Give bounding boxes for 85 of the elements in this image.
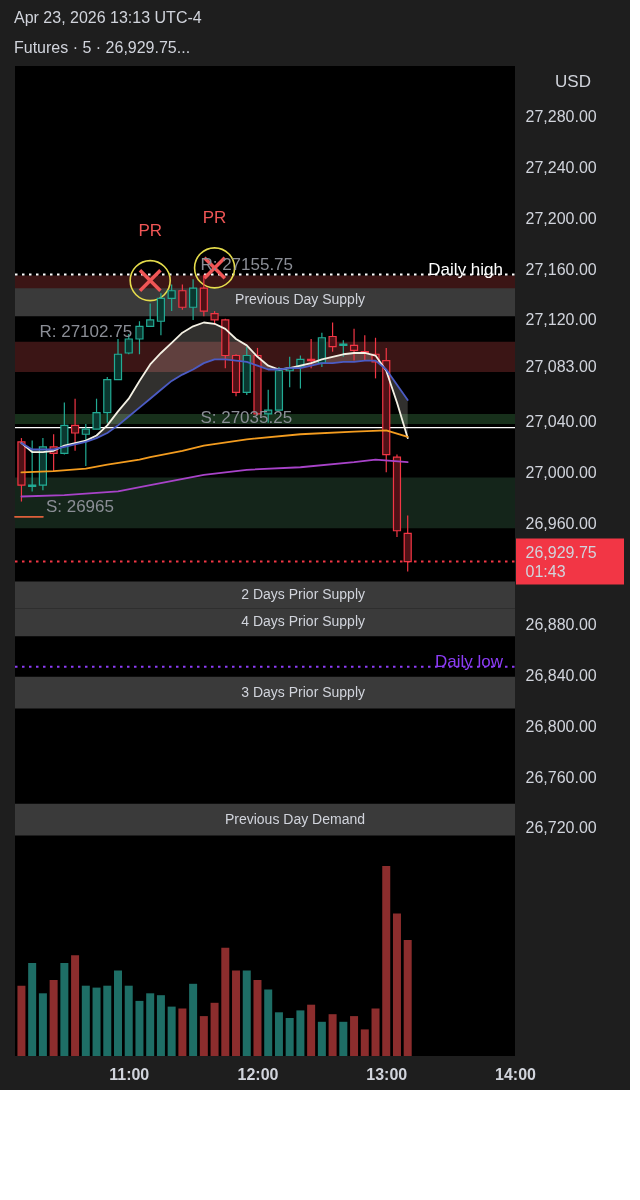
bar	[285, 1018, 294, 1056]
y-tick-label: 26,880.00	[525, 616, 597, 634]
bar	[146, 993, 155, 1056]
bar	[339, 1021, 348, 1056]
candlestick	[178, 283, 187, 311]
annotation: R: 27102.75	[39, 321, 133, 341]
bar	[221, 947, 230, 1056]
bar	[38, 993, 47, 1056]
bar	[253, 980, 262, 1056]
bar	[328, 1014, 337, 1056]
bar	[403, 940, 412, 1056]
candlestick	[199, 273, 208, 317]
bar	[92, 987, 101, 1056]
bar	[392, 913, 401, 1056]
line-series	[20, 429, 409, 474]
x-tick-label: 12:00	[237, 1065, 279, 1083]
candlestick	[189, 278, 198, 321]
y-tick-label: 27,120.00	[525, 311, 597, 329]
bar	[274, 1012, 283, 1056]
candlestick	[156, 292, 166, 336]
bar	[28, 962, 37, 1056]
bar	[167, 1006, 176, 1056]
bar	[350, 1016, 359, 1056]
bar	[264, 989, 273, 1056]
chart-title: Futures · 5 · 26,929.75...	[14, 39, 191, 56]
bar	[81, 985, 90, 1056]
chart-subtitle: Apr 23, 2026 13:13 UTC-4	[14, 9, 202, 26]
band-label: 2 Days Prior Supply	[241, 585, 365, 602]
bar	[242, 970, 251, 1056]
series-label: PR	[202, 207, 227, 227]
bar	[60, 962, 69, 1056]
bar	[17, 985, 26, 1056]
y-tick-label: 26,760.00	[525, 768, 597, 786]
x-tick-label: 13:00	[366, 1065, 408, 1083]
ref-line-label: Daily low	[434, 651, 504, 671]
bar	[135, 1000, 144, 1056]
y-tick-label: 27,000.00	[525, 463, 597, 481]
candlestick	[70, 398, 80, 452]
bar	[178, 1008, 187, 1056]
band-label: 3 Days Prior Supply	[241, 683, 365, 700]
band-label: Previous Day Supply	[235, 291, 365, 308]
candlestick	[28, 440, 37, 492]
bar	[296, 1010, 305, 1056]
bar	[71, 955, 80, 1056]
candlestick	[81, 423, 90, 467]
ref-line-label: Daily high	[428, 259, 503, 279]
bar	[124, 985, 133, 1056]
bar	[156, 995, 165, 1056]
bar	[49, 980, 58, 1056]
y-tick-label: 27,160.00	[525, 260, 597, 278]
bar	[210, 1002, 219, 1056]
candlestick	[135, 320, 144, 355]
bar	[114, 970, 122, 1056]
y-tick-label: 27,040.00	[525, 413, 597, 431]
candlestick	[167, 283, 176, 312]
band-label: 4 Days Prior Supply	[241, 613, 365, 630]
bar	[307, 1004, 316, 1056]
y-tick-label: 26,929.75 01:43	[525, 543, 597, 580]
bar	[360, 1029, 369, 1056]
text: PR	[138, 220, 163, 240]
bar	[199, 1016, 208, 1056]
y-tick-label: 27,083.00	[525, 358, 597, 376]
candlestick	[328, 321, 337, 353]
candlestick	[146, 302, 155, 327]
line-series	[20, 458, 409, 498]
text: USD	[555, 72, 591, 91]
y-tick-label: 26,960.00	[525, 514, 597, 532]
x-tick-label: 11:00	[109, 1065, 150, 1083]
y-tick-label: 26,720.00	[525, 819, 597, 837]
x-tick-label: 14:00	[495, 1065, 537, 1083]
y-tick-label: 26,840.00	[525, 667, 597, 685]
bar	[189, 983, 198, 1056]
y-tick-label: 26,800.00	[525, 717, 597, 735]
band-label: Previous Day Demand	[224, 810, 365, 827]
bar	[371, 1008, 380, 1056]
bar	[382, 866, 391, 1056]
bar	[103, 985, 112, 1056]
candlestick	[92, 398, 101, 430]
bar	[317, 1021, 326, 1056]
annotation: S: 26965	[45, 496, 114, 516]
candlestick	[349, 328, 359, 362]
y-tick-label: 27,200.00	[525, 209, 597, 227]
bar	[232, 970, 241, 1056]
y-tick-label: 27,240.00	[525, 159, 597, 177]
y-tick-label: 27,280.00	[525, 108, 597, 126]
